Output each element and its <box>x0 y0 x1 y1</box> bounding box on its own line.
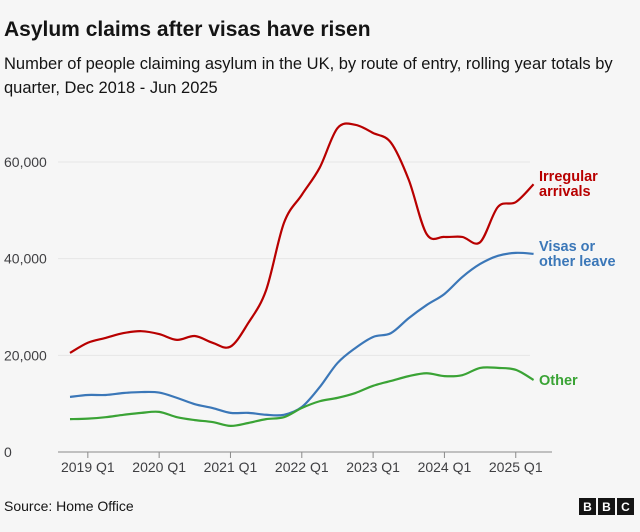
series-line-visas-or-other-leave <box>69 251 534 417</box>
series-label: Visas or <box>539 239 596 255</box>
series-line-irregular-arrivals <box>69 122 535 354</box>
series-label: other leave <box>539 254 616 270</box>
y-tick-label: 40,000 <box>4 251 47 267</box>
series-label: arrivals <box>539 184 591 200</box>
x-tick-label: 2020 Q1 <box>132 459 186 475</box>
y-tick-label: 0 <box>4 444 12 460</box>
y-tick-label: 20,000 <box>4 347 47 363</box>
x-tick-label: 2023 Q1 <box>346 459 400 475</box>
source-note: Source: Home Office <box>4 498 134 514</box>
chart-title: Asylum claims after visas have risen <box>4 18 371 41</box>
series-label: Irregular <box>539 169 598 185</box>
x-tick-label: 2022 Q1 <box>275 459 329 475</box>
x-tick-label: 2025 Q1 <box>489 459 543 475</box>
x-tick-label: 2019 Q1 <box>61 459 115 475</box>
chart-subtitle: Number of people claiming asylum in the … <box>4 55 613 97</box>
series-line-other <box>69 366 535 428</box>
y-tick-label: 60,000 <box>4 154 47 170</box>
x-tick-label: 2024 Q1 <box>418 459 472 475</box>
x-tick-label: 2021 Q1 <box>204 459 258 475</box>
series-label: Other <box>539 373 578 389</box>
